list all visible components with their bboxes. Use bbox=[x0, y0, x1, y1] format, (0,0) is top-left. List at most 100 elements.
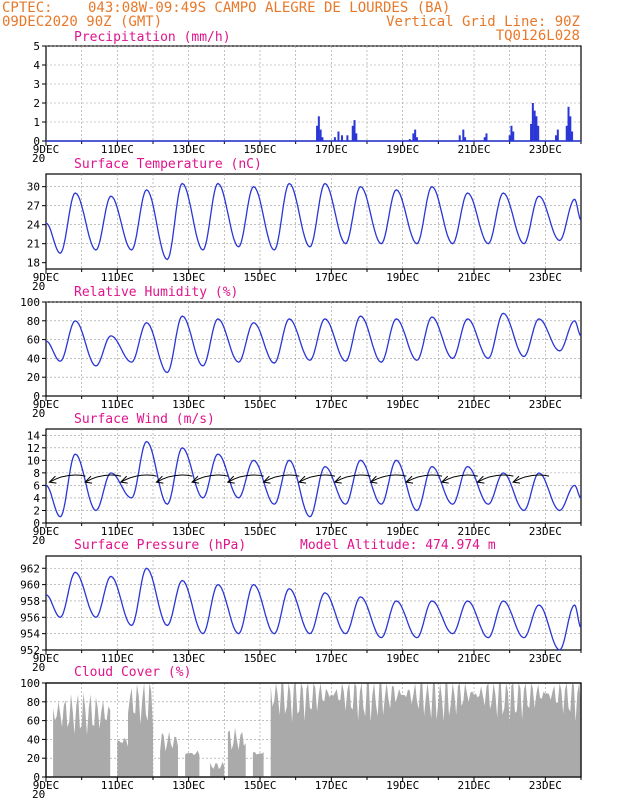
x-tick-label: 21DEC bbox=[457, 652, 490, 665]
title-pressure: Surface Pressure (hPa) bbox=[74, 538, 246, 553]
wind-vector-head bbox=[298, 475, 307, 484]
series-line bbox=[45, 567, 582, 651]
wind-vector-head bbox=[226, 475, 235, 484]
plot-frame bbox=[45, 45, 582, 142]
y-tick-label: 0 bbox=[33, 390, 40, 403]
x-tick-label: 19DEC bbox=[386, 271, 419, 284]
x-tick-label: 23DEC bbox=[529, 779, 562, 792]
x-tick-label: 17DEC bbox=[315, 398, 348, 411]
y-tick-label: 24 bbox=[27, 219, 41, 232]
x-tick-label: 21DEC bbox=[457, 398, 490, 411]
wind-vector bbox=[298, 474, 336, 483]
x-tick-label: 17DEC bbox=[315, 779, 348, 792]
x-tick-label: 23DEC bbox=[529, 398, 562, 411]
precip-bar bbox=[569, 116, 572, 141]
wind-vector bbox=[191, 474, 229, 483]
y-tick-label: 0 bbox=[33, 771, 40, 784]
y-tick-label: 27 bbox=[27, 200, 40, 213]
x-tick-label: 19DEC bbox=[386, 652, 419, 665]
header-station-label: CPTEC: bbox=[2, 0, 53, 16]
precip-bar bbox=[462, 129, 465, 141]
y-tick-label: 20 bbox=[27, 371, 40, 384]
wind-vector bbox=[84, 474, 122, 483]
x-tick-label: 19DEC bbox=[386, 779, 419, 792]
panel-cloud-cover: Cloud Cover (%) 0 20 40 60 80 100 9DEC 11DEC 13D… bbox=[20, 665, 582, 800]
x-tick-label: 23DEC bbox=[529, 143, 562, 156]
plot-frame bbox=[45, 301, 582, 397]
precip-bar bbox=[531, 103, 534, 141]
y-tick-label: 100 bbox=[20, 296, 40, 309]
x-tick-label: 23DEC bbox=[529, 525, 562, 538]
wind-vector bbox=[156, 474, 193, 483]
x-tick-label: 9DEC bbox=[33, 525, 60, 538]
cloud-cover-area bbox=[270, 683, 581, 777]
precip-bar bbox=[353, 120, 356, 141]
precip-bar bbox=[464, 137, 467, 141]
x-year-label: 20 bbox=[32, 661, 45, 674]
wind-vector-head bbox=[48, 475, 57, 484]
wind-vector-head bbox=[155, 475, 164, 484]
y-tick-label: 80 bbox=[27, 315, 40, 328]
cloud-cover-area bbox=[117, 737, 128, 777]
precip-bar bbox=[317, 116, 320, 141]
precip-bar bbox=[567, 106, 570, 141]
y-tick-label: 21 bbox=[27, 238, 40, 251]
header-date: 09DEC2020 90Z (GMT) bbox=[2, 14, 162, 30]
x-tick-label: 23DEC bbox=[529, 271, 562, 284]
precip-bar bbox=[535, 116, 538, 141]
precip-bar bbox=[565, 125, 568, 141]
wind-vector-head bbox=[476, 475, 485, 484]
precip-bar bbox=[485, 133, 488, 141]
plot-frame bbox=[45, 173, 582, 270]
x-year-label: 20 bbox=[32, 788, 45, 800]
precip-bar bbox=[533, 110, 536, 141]
wind-vector bbox=[370, 474, 407, 483]
precip-bar bbox=[483, 137, 486, 141]
series-line bbox=[45, 312, 582, 374]
header-grid-line-note: Vertical Grid Line: 90Z bbox=[386, 14, 580, 30]
x-tick-label: 15DEC bbox=[243, 779, 276, 792]
precip-bar bbox=[530, 123, 533, 141]
x-tick-label: 13DEC bbox=[172, 398, 205, 411]
x-tick-label: 15DEC bbox=[243, 398, 276, 411]
model-altitude: Model Altitude: 474.974 m bbox=[300, 538, 496, 553]
x-tick-label: 15DEC bbox=[243, 652, 276, 665]
cloud-cover-area bbox=[160, 731, 178, 777]
title-precipitation: Precipitation (mm/h) bbox=[74, 30, 231, 45]
x-tick-label: 11DEC bbox=[101, 143, 134, 156]
panel-precipitation: Precipitation (mm/h) 0 1 2 3 4 5 9DEC 11DEC 13DE… bbox=[32, 30, 582, 165]
y-tick-label: 18 bbox=[27, 257, 40, 270]
precip-bar bbox=[571, 131, 574, 141]
y-tick-label: 2 bbox=[33, 97, 40, 110]
wind-vector-head bbox=[369, 475, 378, 484]
cloud-cover-area bbox=[210, 761, 225, 777]
x-tick-label: 17DEC bbox=[315, 525, 348, 538]
precip-bar bbox=[346, 135, 349, 141]
x-year-label: 20 bbox=[32, 280, 45, 293]
panel-temperature: Surface Temperature (nC) 18 21 24 27 30 9DEC 1… bbox=[27, 157, 582, 293]
precip-bar bbox=[537, 125, 540, 141]
wind-vector-head bbox=[191, 475, 200, 484]
precip-bar bbox=[333, 137, 336, 141]
x-tick-label: 13DEC bbox=[172, 271, 205, 284]
precip-bar bbox=[556, 129, 559, 141]
y-tick-label: 962 bbox=[20, 562, 40, 575]
x-tick-label: 9DEC bbox=[33, 143, 60, 156]
x-tick-label: 23DEC bbox=[529, 652, 562, 665]
precip-bar bbox=[508, 135, 511, 141]
x-tick-label: 11DEC bbox=[101, 525, 134, 538]
y-tick-label: 5 bbox=[33, 40, 40, 53]
y-tick-label: 4 bbox=[33, 492, 40, 505]
precip-bar bbox=[316, 125, 319, 141]
y-tick-label: 956 bbox=[20, 611, 40, 624]
x-tick-label: 9DEC bbox=[33, 271, 60, 284]
cloud-cover-area bbox=[128, 683, 153, 777]
wind-vector bbox=[512, 474, 550, 483]
plot-frame bbox=[45, 428, 582, 524]
y-tick-label: 40 bbox=[27, 733, 40, 746]
x-tick-label: 9DEC bbox=[33, 779, 60, 792]
wind-vector-head bbox=[262, 475, 271, 484]
y-tick-label: 960 bbox=[20, 579, 40, 592]
wind-vector bbox=[227, 474, 264, 483]
